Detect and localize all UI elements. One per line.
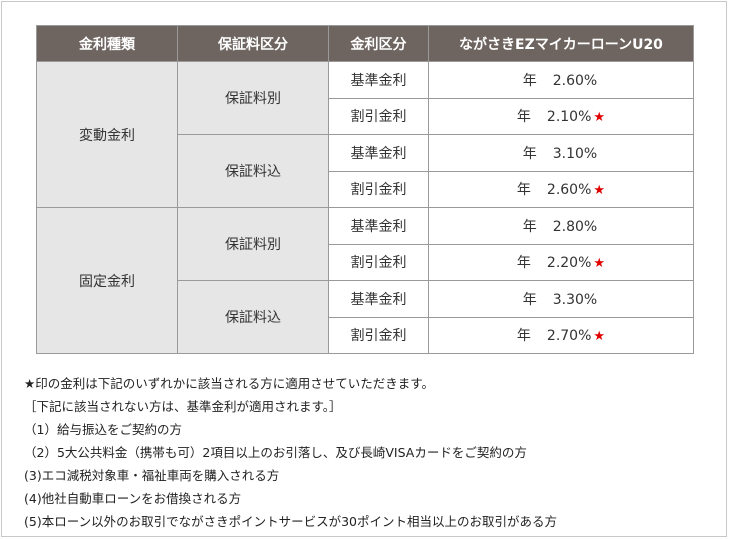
rate-value: 2.20% [546, 255, 592, 272]
table-row: 変動金利 保証料別 基準金利 年 2.60% [36, 61, 694, 208]
table-row: 固定金利 保証料別 基準金利 年 2.80% [36, 207, 694, 354]
rate-value: 3.10% [552, 145, 598, 162]
rate-value-cell: 年 3.10% [428, 134, 694, 172]
rate-value: 2.70% [546, 328, 592, 345]
fee-class-cell: 保証料込 [177, 134, 329, 208]
table-row: 割引金利 年 2.20% ★ [37, 243, 694, 281]
rate-value-cell: 年 2.60% [428, 61, 694, 99]
table-header-row: 金利種類 保証料区分 金利区分 ながさきEZマイカーローンU20 [36, 25, 694, 62]
star-icon: ★ [593, 183, 606, 199]
footnote-item: (5)本ローン以外のお取引でながさきポイントサービスが30ポイント相当以上のお取… [24, 514, 557, 529]
rate-value: 3.30% [552, 291, 598, 308]
rate-prefix: 年 [516, 109, 531, 126]
table-row: 保証料込 基準金利 年 3.10% [37, 134, 694, 208]
footnote-condition: ［下記に該当されない方は、基準金利が適用されます。］ [24, 399, 342, 414]
fee-class-cell: 保証料別 [177, 207, 329, 281]
rate-type-fixed: 固定金利 [36, 207, 178, 354]
rate-class-cell: 割引金利 [328, 170, 429, 208]
footnote-item: (3)エコ減税対象車・福祉車両を購入される方 [24, 468, 280, 483]
rate-prefix: 年 [516, 255, 531, 272]
rate-value-cell: 年 2.20% ★ [428, 243, 694, 281]
header-fee-class: 保証料区分 [177, 25, 329, 62]
rate-prefix: 年 [516, 328, 531, 345]
star-icon: ★ [593, 256, 606, 272]
rate-value-cell: 年 2.10% ★ [428, 97, 694, 135]
footnote-item: （1）給与振込をご契約の方 [24, 422, 182, 437]
rate-class-cell: 基準金利 [328, 61, 429, 99]
rate-prefix: 年 [522, 72, 537, 89]
interest-rate-table: 金利種類 保証料区分 金利区分 ながさきEZマイカーローンU20 変動金利 保証… [36, 25, 694, 354]
footnote-item: (4)他社自動車ローンをお借換される方 [24, 491, 242, 506]
header-product: ながさきEZマイカーローンU20 [428, 25, 694, 62]
rate-value: 2.10% [546, 109, 592, 126]
rate-class-cell: 割引金利 [328, 243, 429, 281]
header-rate-class: 金利区分 [328, 25, 429, 62]
rate-value-cell: 年 2.70% ★ [428, 316, 694, 354]
rate-value: 2.80% [552, 218, 598, 235]
rate-value: 2.60% [552, 72, 598, 89]
table-row: 保証料込 基準金利 年 3.30% [37, 280, 694, 354]
rate-value-cell: 年 2.60% ★ [428, 170, 694, 208]
rate-class-cell: 基準金利 [328, 280, 429, 318]
header-rate-type: 金利種類 [36, 25, 178, 62]
rate-value-cell: 年 2.80% [428, 207, 694, 245]
table-row: 割引金利 年 2.70% ★ [37, 316, 694, 354]
rate-class-cell: 基準金利 [328, 134, 429, 172]
rate-class-cell: 割引金利 [328, 97, 429, 135]
footnote-item: （2）5大公共料金（携帯も可）2項目以上のお引落し、及び長崎VISAカードをご契… [24, 445, 527, 460]
rate-type-variable: 変動金利 [36, 61, 178, 208]
fee-class-cell: 保証料込 [177, 280, 329, 354]
rate-class-cell: 基準金利 [328, 207, 429, 245]
rate-prefix: 年 [522, 291, 537, 308]
rate-prefix: 年 [516, 182, 531, 199]
rate-class-cell: 割引金利 [328, 316, 429, 354]
rate-prefix: 年 [522, 145, 537, 162]
footnotes: ★印の金利は下記のいずれかに該当される方に適用させていただきます。 ［下記に該当… [24, 372, 557, 533]
rate-value-cell: 年 3.30% [428, 280, 694, 318]
rate-value: 2.60% [546, 182, 592, 199]
table-row: 割引金利 年 2.60% ★ [37, 170, 694, 208]
rate-prefix: 年 [522, 218, 537, 235]
footnote-intro: ★印の金利は下記のいずれかに該当される方に適用させていただきます。 [24, 376, 434, 391]
fee-class-cell: 保証料別 [177, 61, 329, 135]
star-icon: ★ [593, 110, 606, 126]
star-icon: ★ [593, 329, 606, 345]
